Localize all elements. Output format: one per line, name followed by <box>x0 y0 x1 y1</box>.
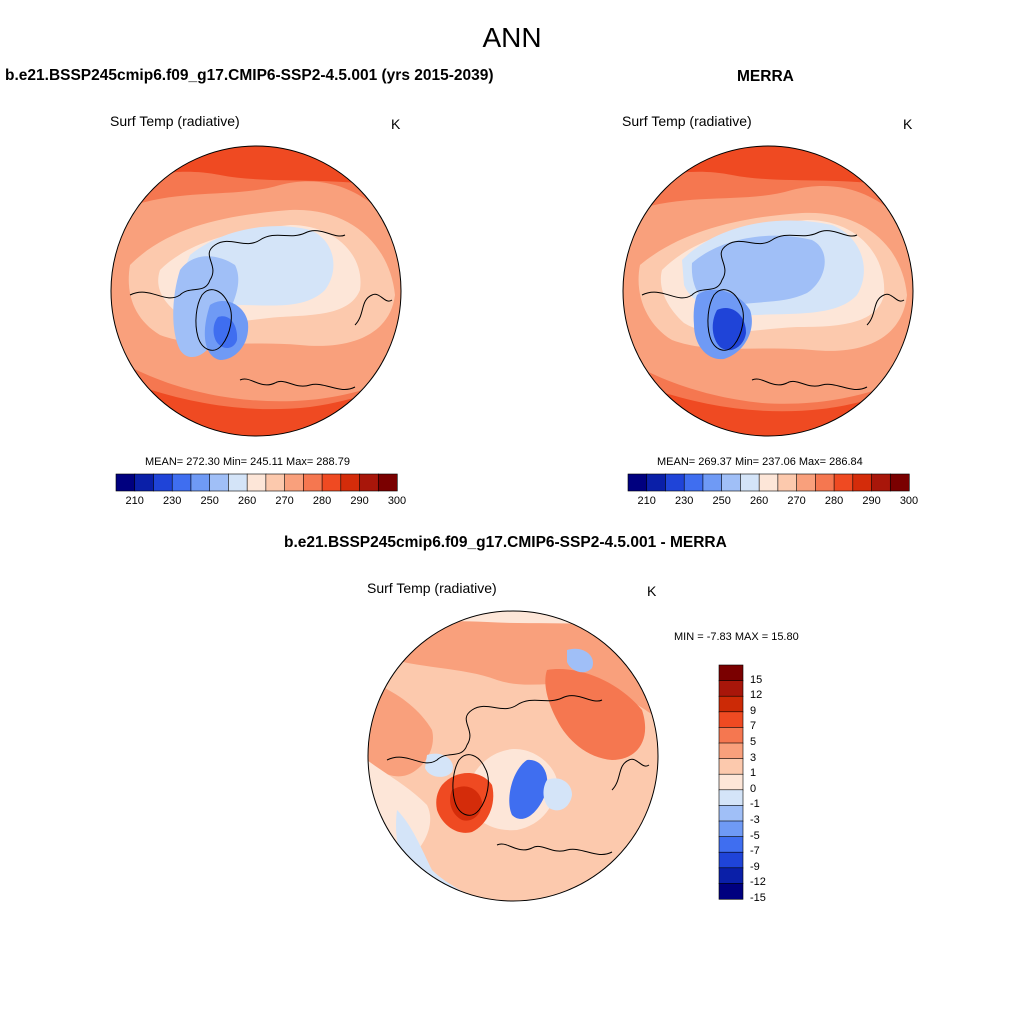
obs-colorbar-box <box>777 473 798 492</box>
model-colorbar-tick-label: 280 <box>312 495 332 507</box>
obs-panel-title: MERRA <box>737 68 794 85</box>
diff-colorbar-box <box>718 680 744 697</box>
obs-colorbar-tick-label: 290 <box>862 495 881 507</box>
diff-colorbar-tick-label: -15 <box>750 892 766 904</box>
model-colorbar-tick-label: 300 <box>387 495 407 507</box>
diff-colorbar-tick-label: 1 <box>750 767 757 780</box>
obs-colorbar-labels: 210 230 250 260 270 280 290 300 <box>628 495 919 509</box>
diff-colorbar-tick-label: 0 <box>750 782 757 795</box>
diff-variable-label: Surf Temp (radiative) <box>367 580 497 596</box>
diff-colorbar-tick-label: 3 <box>750 751 757 764</box>
diff-colorbar-box <box>718 805 744 822</box>
diff-colorbar-box <box>718 664 744 682</box>
model-colorbar-box <box>171 473 192 492</box>
model-colorbar-box <box>209 473 229 492</box>
diff-colorbar-tick-label: -1 <box>750 798 760 811</box>
diff-polar-map <box>367 610 659 902</box>
obs-colorbar-box <box>721 473 741 492</box>
obs-colorbar-tick-label: 280 <box>824 495 844 507</box>
model-colorbar-tick-label: 290 <box>350 495 369 507</box>
obs-colorbar-tick-label: 260 <box>749 495 769 507</box>
obs-variable-label: Surf Temp (radiative) <box>622 113 752 129</box>
diff-colorbar-box <box>718 883 744 900</box>
diff-colorbar-tick-label: 9 <box>750 704 757 717</box>
obs-stats: MEAN= 269.37 Min= 237.06 Max= 286.84 <box>657 456 863 468</box>
model-colorbar-box <box>115 473 136 492</box>
model-colorbar-tick-label: 270 <box>275 495 294 507</box>
diff-colorbar-box <box>718 867 744 885</box>
model-colorbar-tick-label: 260 <box>237 495 257 507</box>
model-units-label: K <box>391 116 401 132</box>
model-colorbar-box <box>321 473 342 492</box>
obs-colorbar-box <box>683 473 704 492</box>
diff-colorbar-box <box>718 758 744 775</box>
model-colorbar-box <box>303 473 323 492</box>
obs-polar-map <box>622 145 914 437</box>
diff-colorbar-box <box>718 695 744 713</box>
diff-colorbar-tick-label: 15 <box>750 673 763 686</box>
obs-colorbar-box <box>796 473 816 492</box>
model-polar-map <box>110 145 402 437</box>
diff-stats: MIN = -7.83 MAX = 15.80 <box>674 631 799 643</box>
diff-colorbar-box <box>718 711 744 728</box>
diff-panel-title: b.e21.BSSP245cmip6.f09_g17.CMIP6-SSP2-4.… <box>284 534 727 551</box>
obs-colorbar-box <box>833 473 854 492</box>
diff-units-label: K <box>647 583 657 599</box>
obs-colorbar-tick-label: 250 <box>712 495 731 507</box>
diff-colorbar-box <box>718 836 744 853</box>
model-colorbar-box <box>359 473 379 492</box>
obs-colorbar-box <box>740 473 760 492</box>
diff-colorbar-box <box>718 742 744 760</box>
diff-colorbar-box <box>718 851 744 869</box>
obs-colorbar-box <box>627 473 648 492</box>
obs-colorbar-tick-label: 270 <box>787 495 806 507</box>
model-colorbar-box <box>265 473 286 492</box>
diff-colorbar-tick-label: -7 <box>750 845 760 858</box>
diff-colorbar-box <box>718 773 744 791</box>
model-stats: MEAN= 272.30 Min= 245.11 Max= 288.79 <box>145 456 350 468</box>
obs-colorbar-box <box>665 473 685 492</box>
diff-colorbar-labels: 15 12 9 7 5 3 1 0 -1 -3 -5 -7 -9 -12 -15 <box>750 665 790 904</box>
model-colorbar-tick-label: 210 <box>125 495 144 507</box>
model-variable-label: Surf Temp (radiative) <box>110 113 240 129</box>
diff-colorbar-box <box>718 820 744 838</box>
obs-colorbar-box <box>702 473 723 492</box>
obs-colorbar-tick-label: 300 <box>899 495 919 507</box>
model-colorbar-box <box>377 473 398 492</box>
model-panel-title: b.e21.BSSP245cmip6.f09_g17.CMIP6-SSP2-4.… <box>5 67 494 84</box>
obs-colorbar-box <box>889 473 910 492</box>
diff-colorbar-tick-label: 7 <box>750 720 757 733</box>
diff-colorbar-tick-label: 5 <box>750 736 757 748</box>
model-colorbar-tick-label: 250 <box>200 495 219 507</box>
diff-colorbar-tick-label: 12 <box>750 689 763 702</box>
model-colorbar-box <box>284 473 304 492</box>
diff-colorbar-tick-label: -9 <box>750 860 760 873</box>
model-colorbar-tick-label: 230 <box>163 495 182 507</box>
obs-colorbar-box <box>871 473 891 492</box>
model-colorbar-box <box>190 473 211 492</box>
obs-colorbar-tick-label: 210 <box>637 495 656 507</box>
model-colorbar <box>115 473 398 492</box>
obs-colorbar <box>627 473 910 492</box>
model-colorbar-box <box>134 473 155 492</box>
obs-units-label: K <box>903 116 913 132</box>
diff-colorbar <box>718 664 744 900</box>
obs-colorbar-box <box>646 473 667 492</box>
obs-colorbar-tick-label: 230 <box>675 495 694 507</box>
model-colorbar-labels: 210 230 250 260 270 280 290 300 <box>116 495 407 509</box>
obs-colorbar-box <box>815 473 835 492</box>
diff-colorbar-box <box>718 789 744 807</box>
model-colorbar-box <box>228 473 248 492</box>
model-colorbar-box <box>340 473 361 492</box>
diff-colorbar-box <box>718 727 744 744</box>
diff-colorbar-tick-label: -12 <box>750 876 766 889</box>
model-colorbar-box <box>153 473 173 492</box>
obs-colorbar-box <box>852 473 873 492</box>
diff-colorbar-tick-label: -5 <box>750 829 760 842</box>
figure-title: ANN <box>482 22 542 53</box>
model-colorbar-box <box>246 473 267 492</box>
diff-colorbar-tick-label: -3 <box>750 814 760 826</box>
obs-colorbar-box <box>758 473 779 492</box>
